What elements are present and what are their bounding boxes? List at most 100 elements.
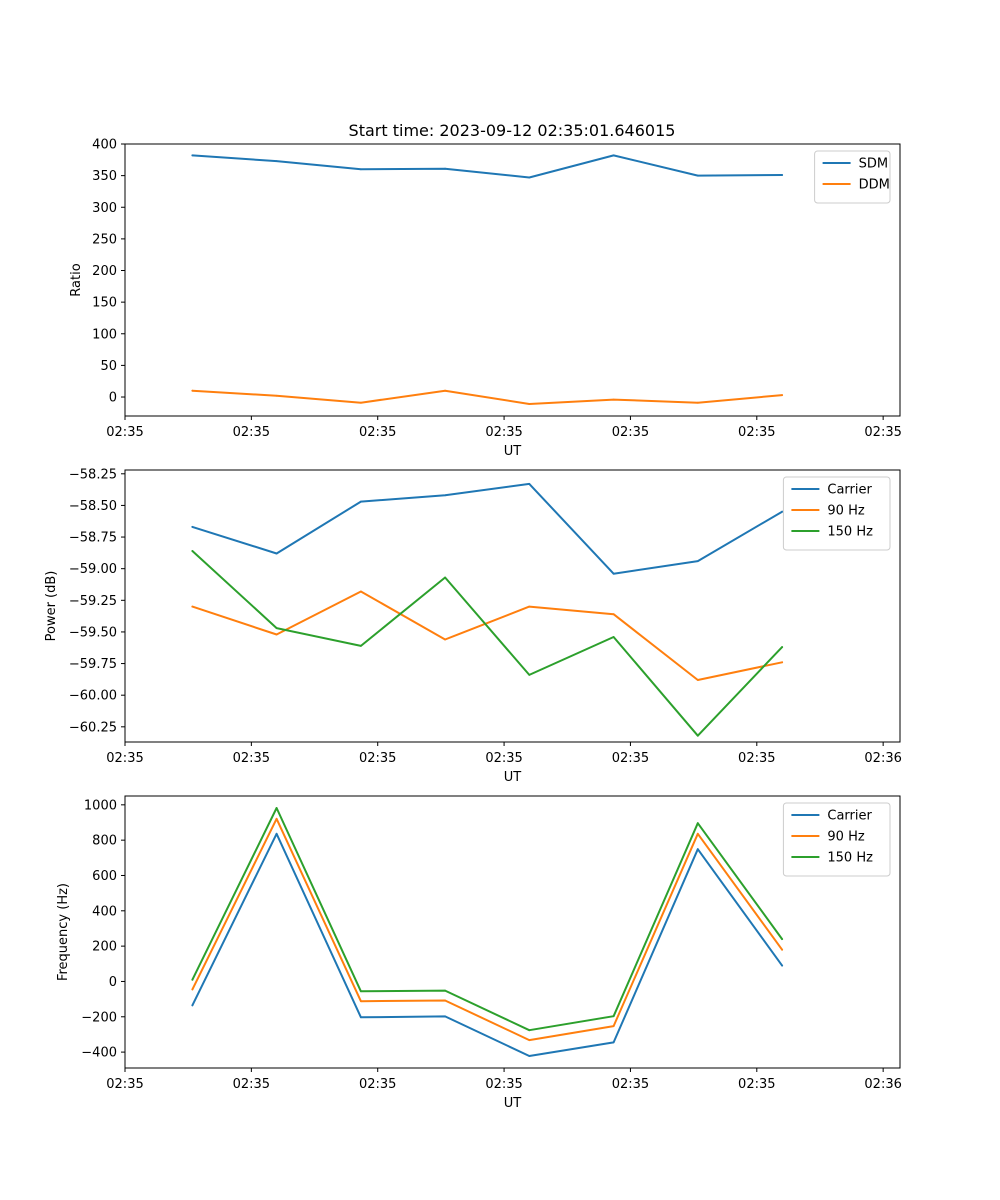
frequency-series-90-hz-point bbox=[528, 1039, 531, 1041]
ratio-y-tick-label: 350 bbox=[92, 169, 117, 184]
frequency-panel: 02:35 02:35 02:35 02:35 02:35 02:35 02:36 −400 −… bbox=[56, 795, 902, 1111]
power-y-tick-label: −59.50 bbox=[69, 625, 117, 640]
ratio-legend-label-sdm: SDM bbox=[859, 157, 888, 172]
power-panel: 02:35 02:35 02:35 02:35 02:35 02:35 02:36 −60.2… bbox=[44, 467, 902, 785]
frequency-series-carrier-point bbox=[781, 964, 783, 967]
power-x-tick-label: 02:35 bbox=[612, 751, 649, 766]
power-y-tick-label: −59.00 bbox=[69, 562, 117, 577]
ratio-y-tick-label: 100 bbox=[92, 327, 117, 342]
power-x-tick-label: 02:36 bbox=[864, 751, 901, 766]
frequency-series-carrier-point bbox=[612, 1041, 615, 1044]
frequency-series-carrier-point bbox=[275, 832, 278, 835]
power-series-carrier-point bbox=[696, 560, 699, 562]
power-x-tick-label: 02:35 bbox=[359, 751, 396, 766]
frequency-series-150-hz-point bbox=[528, 1029, 531, 1032]
power-series-150-hz-point bbox=[360, 645, 362, 647]
ratio-series-sdm-point bbox=[528, 176, 531, 179]
frequency-series-90-hz-point bbox=[275, 817, 278, 820]
ratio-series-ddm-point bbox=[528, 403, 531, 405]
power-y-tick-label: −59.75 bbox=[69, 657, 117, 672]
frequency-legend-label-90-hz: 90 Hz bbox=[827, 830, 864, 845]
ratio-series-ddm-point bbox=[696, 401, 699, 404]
frequency-y-tick-label: 400 bbox=[92, 904, 117, 919]
power-series-90-hz-line bbox=[191, 590, 784, 681]
power-x-tick-label: 02:35 bbox=[738, 751, 775, 766]
frequency-series-carrier-point bbox=[191, 1004, 194, 1007]
ratio-x-tick-label: 02:35 bbox=[612, 425, 649, 440]
power-y-tick-label: −58.25 bbox=[69, 467, 117, 482]
power-series-90-hz-point bbox=[696, 679, 699, 681]
power-x-tick-label: 02:35 bbox=[485, 751, 522, 766]
power-series-150-hz-point bbox=[612, 636, 615, 638]
ratio-series-sdm-point bbox=[696, 174, 699, 177]
ratio-series-ddm-point bbox=[444, 389, 446, 392]
power-series-150-hz-point bbox=[696, 734, 699, 737]
power-legend-label-150-hz: 150 Hz bbox=[827, 525, 873, 540]
frequency-series-150-hz-line bbox=[191, 807, 784, 1032]
ratio-series-ddm-point bbox=[275, 394, 278, 397]
power-y-tick-label: −58.50 bbox=[69, 499, 117, 514]
frequency-series-150-hz-point bbox=[444, 989, 446, 992]
frequency-series-90-hz-line bbox=[191, 817, 784, 1042]
frequency-y-tick-label: 200 bbox=[92, 940, 117, 955]
frequency-series-carrier-line bbox=[191, 832, 784, 1057]
ratio-x-tick-label: 02:35 bbox=[106, 425, 143, 440]
power-series-90-hz-point bbox=[444, 638, 446, 641]
frequency-series-150-hz-point bbox=[275, 807, 278, 809]
power-series-150-hz-point bbox=[444, 576, 446, 579]
ratio-series-sdm-point bbox=[444, 167, 446, 170]
ratio-series-sdm-point bbox=[360, 168, 362, 171]
frequency-series-150-hz-point bbox=[696, 822, 699, 825]
power-series-carrier-line bbox=[191, 482, 784, 575]
ratio-series-ddm-point bbox=[360, 401, 362, 404]
frequency-series-90-hz-point bbox=[444, 999, 446, 1002]
ratio-x-tick-label: 02:35 bbox=[485, 425, 522, 440]
frequency-legend-label-150-hz: 150 Hz bbox=[827, 851, 873, 866]
ratio-legend-label-ddm: DDM bbox=[859, 178, 890, 193]
power-series-90-hz-point bbox=[528, 605, 531, 608]
ratio-y-tick-label: 0 bbox=[109, 391, 117, 406]
power-series-150-hz-point bbox=[275, 627, 278, 629]
ratio-series-ddm-line bbox=[191, 389, 784, 405]
frequency-y-tick-label: 1000 bbox=[84, 798, 117, 813]
frequency-legend: Carrier 90 Hz 150 Hz bbox=[782, 802, 891, 877]
frequency-x-axis-label: UT bbox=[504, 1096, 522, 1111]
frequency-y-tick-label: 800 bbox=[92, 834, 117, 849]
power-legend: Carrier 90 Hz 150 Hz bbox=[782, 476, 891, 551]
power-x-tick-label: 02:35 bbox=[233, 751, 270, 766]
frequency-series-150-hz-point bbox=[360, 990, 362, 993]
ratio-x-tick-label: 02:35 bbox=[359, 425, 396, 440]
ratio-y-tick-label: 250 bbox=[92, 232, 117, 247]
frequency-series-carrier-point bbox=[528, 1055, 531, 1057]
power-series-150-hz-line bbox=[191, 550, 784, 737]
frequency-series-90-hz-point bbox=[360, 1000, 362, 1003]
power-series-150-hz-point bbox=[191, 550, 194, 552]
power-series-90-hz-point bbox=[612, 613, 615, 616]
power-series-90-hz-point bbox=[191, 605, 194, 608]
frequency-y-tick-label: 600 bbox=[92, 869, 117, 884]
frequency-x-tick-label: 02:36 bbox=[864, 1077, 901, 1092]
power-series-150-hz-point bbox=[528, 674, 531, 676]
power-series-carrier-point bbox=[191, 526, 194, 528]
frequency-y-axis-label: Frequency (Hz) bbox=[56, 883, 71, 981]
ratio-series-sdm-point bbox=[612, 154, 615, 157]
power-series-carrier-point bbox=[275, 552, 278, 555]
frequency-y-tick-label: −400 bbox=[81, 1046, 117, 1061]
ratio-series-ddm-point bbox=[612, 398, 615, 401]
ratio-x-tick-label: 02:35 bbox=[864, 425, 901, 440]
frequency-series-150-hz-point bbox=[191, 978, 194, 981]
power-y-tick-label: −60.25 bbox=[69, 720, 117, 735]
frequency-y-tick-label: 0 bbox=[109, 975, 117, 990]
frequency-series-carrier-point bbox=[696, 848, 699, 851]
power-y-tick-label: −58.75 bbox=[69, 531, 117, 546]
power-series-carrier-point bbox=[444, 494, 446, 497]
power-x-tick-label: 02:35 bbox=[106, 751, 143, 766]
ratio-series-sdm-point bbox=[781, 174, 783, 176]
ratio-series-sdm-point bbox=[275, 160, 278, 163]
ratio-legend: SDM DDM bbox=[814, 150, 891, 204]
frequency-series-90-hz-point bbox=[612, 1025, 615, 1027]
power-series-90-hz-point bbox=[360, 590, 362, 593]
ratio-y-tick-label: 400 bbox=[92, 138, 117, 153]
frequency-x-tick-label: 02:35 bbox=[359, 1077, 396, 1092]
